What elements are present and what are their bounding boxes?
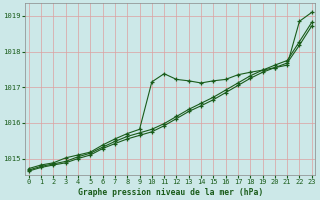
X-axis label: Graphe pression niveau de la mer (hPa): Graphe pression niveau de la mer (hPa) — [78, 188, 263, 197]
